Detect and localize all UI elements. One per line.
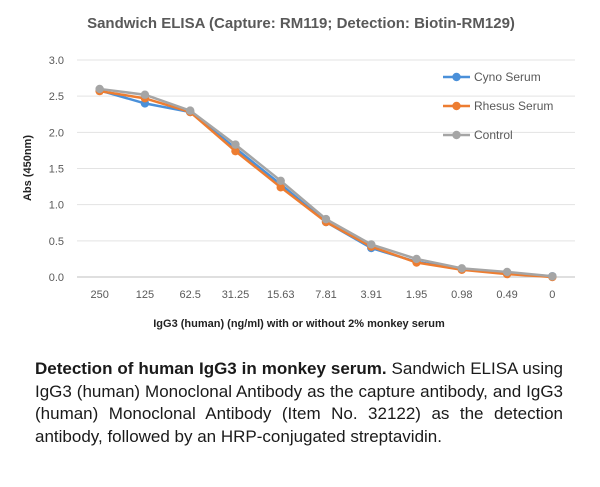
data-point-control (548, 272, 557, 281)
x-tick-label: 0 (549, 289, 555, 301)
x-tick-label: 15.63 (267, 289, 295, 301)
y-tick-label: 3.0 (49, 55, 64, 67)
y-tick-label: 2.0 (49, 127, 64, 139)
y-axis-title: Abs (450nm) (22, 135, 34, 201)
data-point-control (95, 84, 104, 94)
legend-label: Rhesus Serum (474, 99, 553, 113)
figure-caption: Detection of human IgG3 in monkey serum.… (35, 358, 563, 448)
caption-body: Sandwich ELISA using IgG3 (human) Monocl… (35, 359, 564, 446)
x-tick-label: 62.5 (179, 289, 200, 301)
series-control (95, 84, 557, 281)
caption-heading: Detection of human IgG3 in monkey serum. (35, 359, 387, 378)
legend-label: Control (474, 128, 513, 142)
data-point-rhesus-serum (276, 183, 285, 192)
legend-item-rhesus-serum: Rhesus Serum (443, 99, 553, 113)
legend: Cyno Serum Rhesus Serum Control (443, 70, 553, 142)
y-axis-ticks: 0.0 0.5 1.0 1.5 2.0 2.5 3.0 (49, 55, 64, 284)
data-point-control (231, 140, 240, 149)
elisa-line-chart: Sandwich ELISA (Capture: RM119; Detectio… (22, 15, 575, 330)
series-line-control (99, 87, 553, 278)
gridlines (77, 59, 575, 278)
x-tick-label: 0.49 (496, 289, 517, 301)
x-tick-label: 1.95 (406, 289, 427, 301)
data-point-control (457, 264, 467, 273)
x-tick-label: 7.81 (315, 289, 336, 301)
data-point-control (276, 176, 285, 185)
data-point-control (140, 90, 150, 99)
y-tick-label: 2.5 (49, 91, 64, 103)
series-line-cyno-serum (99, 89, 553, 278)
data-point-control (412, 254, 421, 264)
y-tick-label: 1.5 (49, 164, 64, 176)
legend-swatch-marker (452, 72, 461, 82)
x-tick-label: 0.98 (451, 289, 472, 301)
legend-swatch-marker (452, 130, 461, 140)
series-rhesus-serum (95, 86, 557, 282)
chart-title: Sandwich ELISA (Capture: RM119; Detectio… (87, 15, 515, 32)
series-cyno-serum (95, 86, 557, 281)
data-point-control (502, 267, 512, 277)
series-line-rhesus-serum (99, 89, 553, 279)
x-axis-title: IgG3 (human) (ng/ml) with or without 2% … (153, 318, 445, 330)
y-tick-label: 0.0 (49, 272, 64, 284)
legend-label: Cyno Serum (474, 70, 541, 84)
x-tick-label: 125 (136, 289, 154, 301)
data-point-rhesus-serum (231, 146, 240, 156)
x-tick-label: 31.25 (222, 289, 250, 301)
data-point-control (367, 240, 376, 249)
x-tick-label: 3.91 (361, 289, 382, 301)
data-point-control (185, 106, 195, 115)
x-axis-ticks: 250 125 62.5 31.25 15.63 7.81 3.91 1.95 0.98 0.49… (90, 289, 555, 301)
y-tick-label: 1.0 (49, 200, 64, 212)
legend-item-cyno-serum: Cyno Serum (443, 70, 541, 84)
legend-swatch-marker (452, 101, 461, 111)
x-tick-label: 250 (90, 289, 108, 301)
data-point-control (321, 214, 331, 224)
legend-item-control: Control (443, 128, 513, 142)
y-tick-label: 0.5 (49, 236, 64, 248)
series-lines (95, 84, 557, 282)
